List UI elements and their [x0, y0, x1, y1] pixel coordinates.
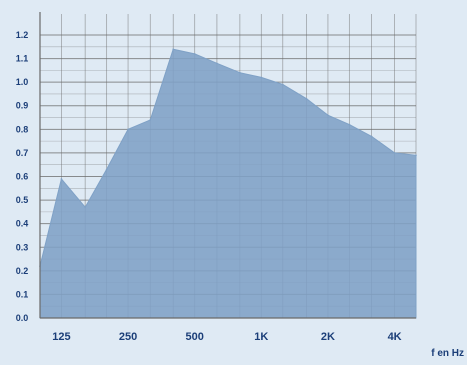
- area-series: [39, 48, 417, 319]
- data-point: [327, 114, 329, 116]
- y-tick-label: 0.4: [16, 219, 29, 229]
- data-point: [216, 62, 218, 65]
- y-tick-label: 0.9: [16, 101, 29, 111]
- y-tick-labels: 0.0 0.1 0.2 0.3 0.4 0.5 0.6 0.7 0.8 0.9 1.0 1.1 1.2: [16, 30, 29, 323]
- x-tick-labels: 125 250 500 1K 2K 4K: [52, 331, 401, 343]
- data-point: [282, 83, 284, 86]
- data-point: [60, 178, 63, 180]
- y-tick-label: 0.7: [16, 148, 29, 158]
- data-point: [127, 128, 129, 131]
- x-tick-label: 1K: [254, 331, 268, 343]
- y-tick-label: 1.0: [16, 77, 29, 87]
- data-point: [415, 154, 417, 157]
- y-tick-label: 1.2: [16, 30, 29, 40]
- data-point: [172, 48, 174, 50]
- data-point: [370, 135, 373, 138]
- y-tick-label: 0.2: [16, 266, 29, 276]
- data-point: [393, 152, 396, 154]
- data-point: [105, 168, 108, 171]
- data-point: [260, 76, 263, 79]
- x-tick-label: 4K: [388, 331, 402, 343]
- y-tick-label: 0.1: [16, 289, 29, 299]
- x-tick-label: 250: [119, 331, 137, 343]
- y-tick-label: 0.0: [16, 313, 29, 323]
- data-point: [348, 123, 351, 126]
- data-point: [239, 71, 241, 74]
- x-axis-label: f en Hz: [431, 348, 464, 359]
- y-tick-label: 0.6: [16, 172, 29, 182]
- data-point: [193, 53, 196, 55]
- x-tick-label: 500: [186, 331, 204, 343]
- data-point: [149, 119, 152, 121]
- data-point: [305, 97, 308, 100]
- y-tick-label: 0.8: [16, 124, 29, 134]
- y-tick-label: 0.3: [16, 242, 29, 252]
- x-tick-label: 2K: [321, 331, 335, 343]
- area-fill: [39, 48, 417, 319]
- data-point: [84, 206, 86, 208]
- axes: [39, 12, 416, 319]
- x-tick-label: 125: [52, 331, 70, 343]
- y-tick-label: 1.1: [16, 54, 29, 64]
- y-tick-label: 0.5: [16, 195, 29, 205]
